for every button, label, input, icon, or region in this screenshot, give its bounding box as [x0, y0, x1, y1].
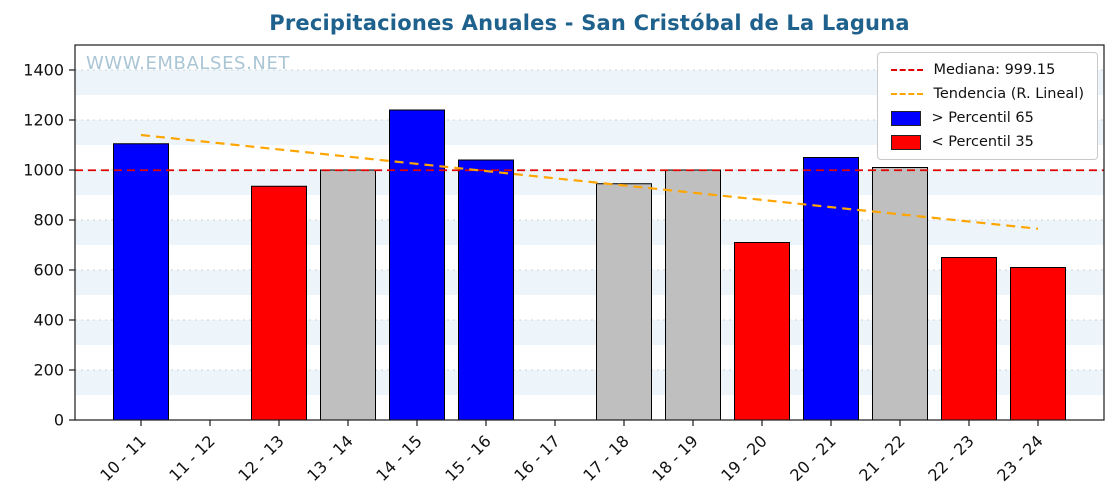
bar-17-18 — [596, 183, 652, 421]
bar-10-11 — [113, 143, 169, 421]
bar-15-16 — [458, 159, 514, 421]
y-tick-label: 800 — [33, 211, 64, 230]
legend: Mediana: 999.15 Tendencia (R. Lineal) > … — [877, 52, 1098, 160]
legend-label-percentile-high: > Percentil 65 — [931, 110, 1034, 126]
x-axis: 10 - 11 11 - 12 12 - 13 13 - 14 14 - 15 15 - … — [96, 420, 1047, 485]
y-tick-label: 0 — [54, 411, 64, 430]
x-tick-label: 13 - 14 — [303, 431, 357, 485]
x-tick-label: 21 - 22 — [855, 431, 909, 485]
axes-box — [74, 44, 1105, 421]
legend-item-median: Mediana: 999.15 — [891, 62, 1084, 78]
y-tick-label: 1200 — [23, 111, 64, 130]
bar-23-24 — [1010, 267, 1066, 421]
x-tick-label: 17 - 18 — [579, 431, 633, 485]
bar-14-15 — [389, 109, 445, 421]
x-tick-label: 22 - 23 — [924, 431, 978, 485]
blue-bar-swatch-icon — [891, 110, 922, 126]
x-tick-label: 15 - 16 — [441, 431, 495, 485]
bar-18-19 — [665, 169, 721, 421]
legend-label-trend: Tendencia (R. Lineal) — [933, 86, 1084, 102]
legend-item-percentile-high: > Percentil 65 — [891, 110, 1084, 126]
x-tick-label: 10 - 11 — [96, 431, 150, 485]
x-tick-label: 20 - 21 — [786, 431, 840, 485]
bar-13-14 — [320, 169, 376, 421]
bars — [113, 109, 1066, 421]
bar-21-22 — [872, 167, 928, 421]
x-tick-label: 12 - 13 — [234, 431, 288, 485]
x-tick-label: 14 - 15 — [372, 431, 426, 485]
y-tick-label: 1400 — [23, 61, 64, 80]
y-tick-label: 400 — [33, 311, 64, 330]
legend-item-percentile-low: < Percentil 35 — [891, 134, 1084, 150]
y-tick-label: 200 — [33, 361, 64, 380]
bar-19-20 — [734, 242, 790, 421]
legend-label-median: Mediana: 999.15 — [933, 62, 1056, 78]
x-tick-label: 16 - 17 — [510, 431, 564, 485]
trend-line-swatch-icon — [891, 93, 924, 95]
y-tick-label: 1000 — [23, 161, 64, 180]
bar-22-23 — [941, 257, 997, 421]
bar-12-13 — [251, 185, 307, 421]
bar-20-21 — [803, 157, 859, 421]
red-bar-swatch-icon — [891, 134, 922, 150]
watermark: WWW.EMBALSES.NET — [86, 53, 291, 74]
median-line-swatch-icon — [891, 69, 924, 71]
x-tick-label: 18 - 19 — [648, 431, 702, 485]
legend-label-percentile-low: < Percentil 35 — [931, 134, 1034, 150]
y-axis: 0 200 400 600 800 1000 1200 1400 — [23, 61, 75, 430]
x-tick-label: 19 - 20 — [717, 431, 771, 485]
chart-title: Precipitaciones Anuales - San Cristóbal … — [269, 11, 910, 35]
y-tick-label: 600 — [33, 261, 64, 280]
x-tick-label: 23 - 24 — [993, 431, 1047, 485]
trend-line — [140, 133, 1039, 230]
x-tick-label: 11 - 12 — [165, 431, 219, 485]
legend-item-trend: Tendencia (R. Lineal) — [891, 86, 1084, 102]
